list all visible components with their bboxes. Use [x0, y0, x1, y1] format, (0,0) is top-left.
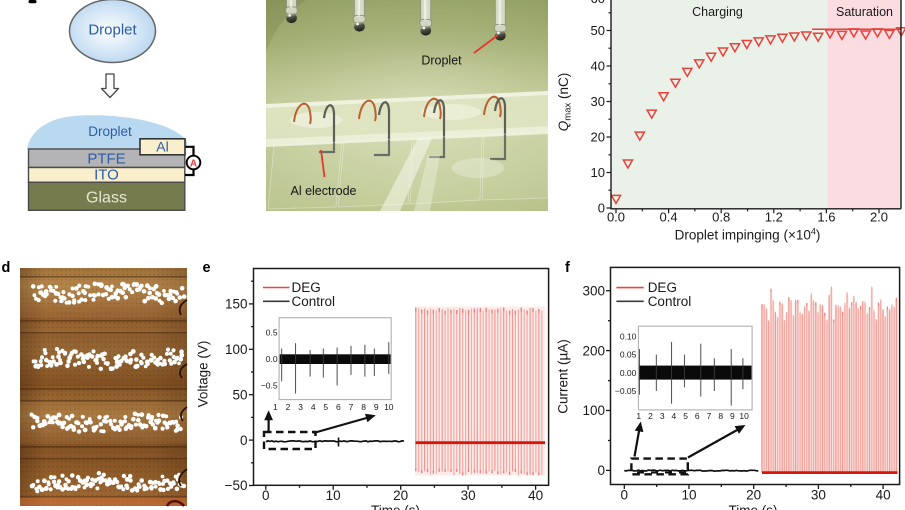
svg-text:Control: Control: [292, 294, 336, 309]
svg-text:30: 30: [591, 94, 605, 109]
svg-text:Al electrode: Al electrode: [290, 184, 356, 198]
svg-text:3: 3: [660, 411, 665, 421]
svg-text:0: 0: [597, 463, 605, 478]
svg-text:Glass: Glass: [86, 190, 127, 207]
svg-text:0: 0: [240, 433, 248, 448]
svg-text:30: 30: [461, 488, 476, 503]
svg-text:6: 6: [336, 402, 341, 412]
svg-text:60: 60: [591, 0, 605, 6]
svg-text:Qmax (nC): Qmax (nC): [556, 73, 574, 131]
svg-text:9: 9: [374, 402, 379, 412]
svg-text:4: 4: [311, 402, 316, 412]
svg-text:0.10: 0.10: [620, 331, 637, 341]
svg-text:1: 1: [273, 402, 278, 412]
svg-text:10: 10: [739, 411, 749, 421]
svg-text:50: 50: [232, 387, 247, 402]
svg-text:4: 4: [672, 411, 677, 421]
svg-text:10: 10: [326, 488, 341, 503]
svg-text:10: 10: [384, 402, 394, 412]
svg-text:50: 50: [591, 23, 605, 38]
svg-text:Time (s): Time (s): [729, 503, 778, 510]
svg-text:0: 0: [621, 488, 629, 503]
svg-text:Droplet impinging (×104): Droplet impinging (×104): [675, 227, 821, 243]
svg-text:Droplet: Droplet: [88, 124, 132, 139]
svg-text:7: 7: [707, 411, 712, 421]
svg-text:Saturation: Saturation: [836, 5, 893, 19]
svg-text:DEG: DEG: [292, 280, 321, 295]
svg-text:8: 8: [361, 402, 366, 412]
svg-text:20: 20: [591, 130, 605, 145]
svg-text:Time (s): Time (s): [371, 503, 420, 510]
svg-text:5: 5: [323, 402, 328, 412]
svg-text:1.2: 1.2: [765, 210, 783, 225]
svg-text:0.8: 0.8: [712, 210, 730, 225]
svg-text:0.4: 0.4: [660, 210, 678, 225]
svg-text:6: 6: [695, 411, 700, 421]
svg-text:0.05: 0.05: [620, 350, 637, 360]
svg-text:9: 9: [730, 411, 735, 421]
svg-text:150: 150: [225, 297, 248, 312]
svg-text:PTFE: PTFE: [87, 151, 125, 168]
svg-text:−0.5: −0.5: [261, 381, 278, 391]
svg-text:Droplet: Droplet: [421, 54, 462, 68]
svg-text:20: 20: [746, 488, 761, 503]
svg-text:300: 300: [582, 283, 605, 298]
svg-text:30: 30: [811, 488, 826, 503]
svg-text:40: 40: [591, 59, 605, 74]
svg-text:7: 7: [349, 402, 354, 412]
svg-text:ITO: ITO: [94, 167, 119, 184]
svg-text:8: 8: [718, 411, 723, 421]
svg-text:Current (µA): Current (µA): [556, 339, 571, 414]
svg-text:5: 5: [683, 411, 688, 421]
svg-text:1.6: 1.6: [817, 210, 835, 225]
svg-text:0.0: 0.0: [607, 210, 625, 225]
svg-text:DEG: DEG: [648, 280, 677, 295]
svg-text:200: 200: [582, 343, 605, 358]
svg-text:10: 10: [591, 165, 605, 180]
svg-text:0.00: 0.00: [620, 368, 637, 378]
svg-text:0: 0: [598, 201, 605, 216]
svg-text:0.0: 0.0: [266, 354, 278, 364]
svg-text:−50: −50: [225, 478, 248, 493]
svg-text:1: 1: [636, 411, 641, 421]
svg-text:3: 3: [298, 402, 303, 412]
svg-text:−0.05: −0.05: [615, 386, 637, 396]
svg-text:Voltage (V): Voltage (V): [196, 341, 211, 408]
svg-text:Al: Al: [156, 139, 168, 155]
svg-text:Droplet: Droplet: [88, 22, 137, 39]
svg-text:0: 0: [262, 488, 270, 503]
svg-text:2: 2: [648, 411, 653, 421]
svg-text:Control: Control: [648, 294, 692, 309]
svg-text:40: 40: [528, 488, 543, 503]
svg-text:2: 2: [286, 402, 291, 412]
svg-text:Charging: Charging: [692, 5, 743, 19]
svg-text:2.0: 2.0: [870, 210, 888, 225]
svg-text:20: 20: [393, 488, 408, 503]
svg-text:10: 10: [681, 488, 696, 503]
svg-text:100: 100: [225, 342, 248, 357]
svg-text:100: 100: [582, 403, 605, 418]
svg-text:A: A: [190, 158, 197, 169]
svg-text:40: 40: [876, 488, 891, 503]
svg-text:0.5: 0.5: [266, 328, 278, 338]
